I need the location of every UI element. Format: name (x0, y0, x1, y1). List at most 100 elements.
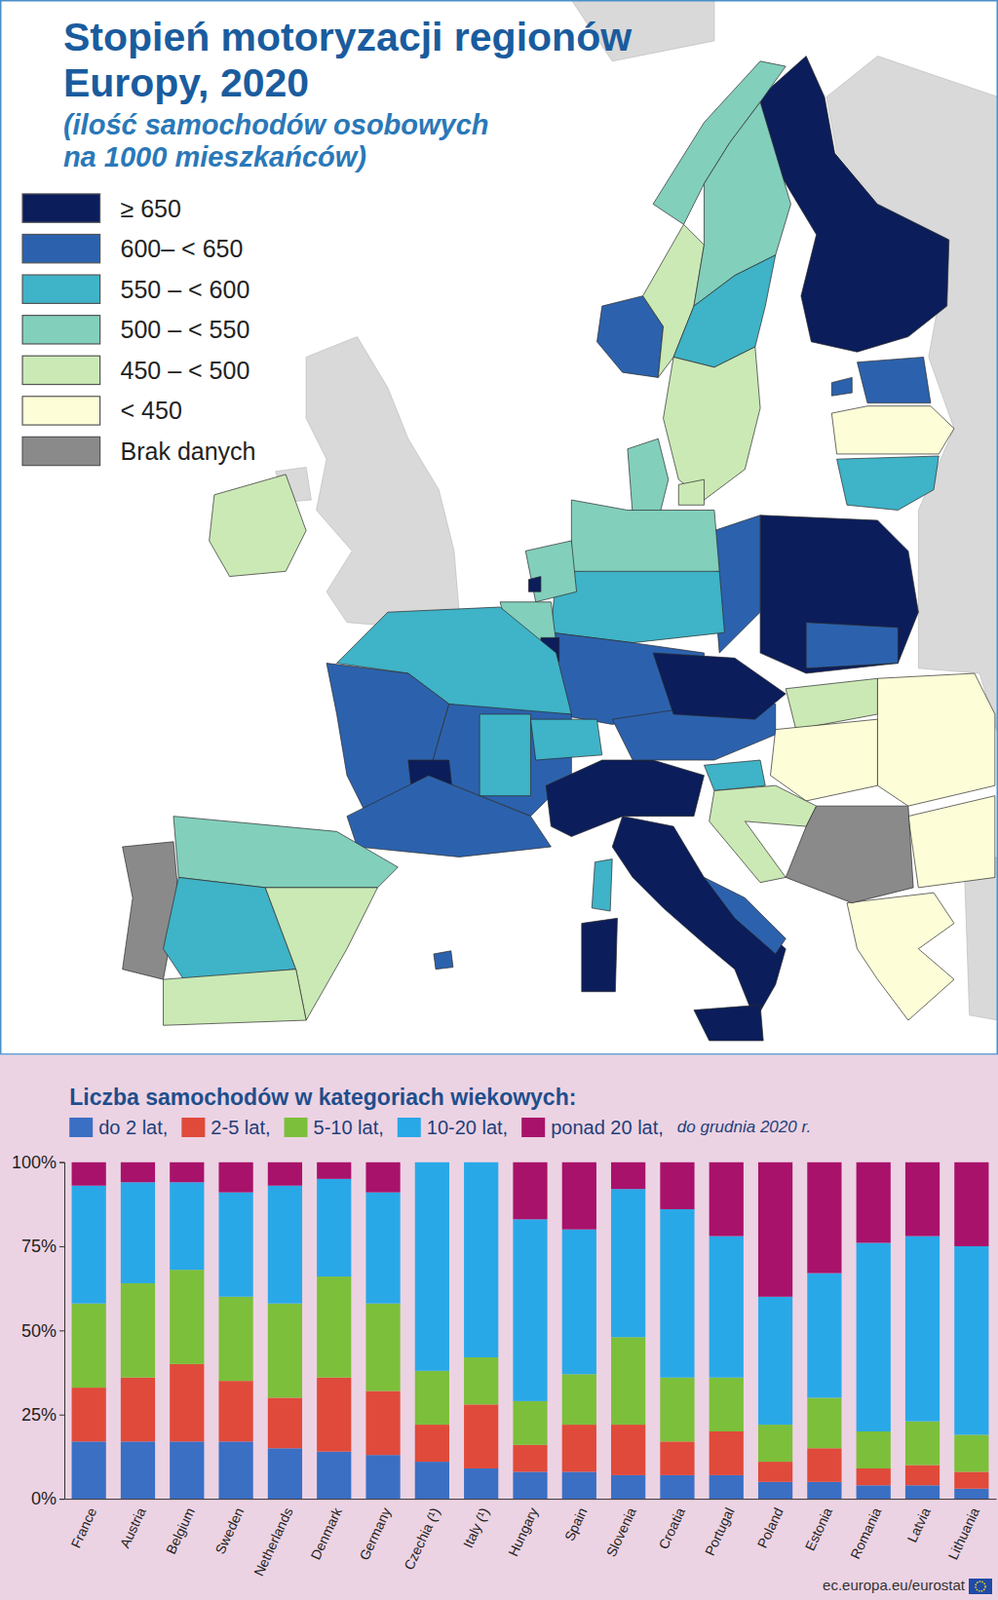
x-tick: Lithuania (944, 1498, 983, 1563)
region (673, 255, 776, 368)
region (877, 673, 995, 807)
bar (365, 1304, 400, 1392)
bar (316, 1276, 351, 1379)
x-tick: Belgium (162, 1498, 198, 1557)
bar (512, 1162, 547, 1221)
bar (611, 1189, 646, 1338)
y-tick: 75% (21, 1236, 65, 1257)
bar (611, 1424, 646, 1476)
non-covered-land (306, 337, 460, 628)
x-tick: Sweden (211, 1498, 247, 1557)
bar (512, 1219, 547, 1402)
region (163, 969, 308, 1027)
bar (709, 1162, 744, 1237)
legend-label: 550 – < 600 (120, 275, 251, 304)
region (550, 571, 725, 643)
region (528, 576, 541, 593)
bars (72, 1162, 990, 1500)
bar (169, 1364, 204, 1442)
legend-swatch (22, 396, 101, 425)
bar (365, 1455, 400, 1499)
bar (709, 1431, 744, 1476)
bar (415, 1461, 450, 1499)
x-tick-label: Spain (561, 1505, 591, 1544)
y-axis: 0% 25% 50% 75% 100% (11, 1152, 66, 1510)
bar (169, 1441, 204, 1499)
legend-swatch (22, 234, 101, 264)
x-tick-label: Germany (355, 1505, 394, 1564)
region (831, 406, 955, 455)
x-tick-label: Slovenia (603, 1504, 640, 1560)
annotation: do grudnia 2020 r. (677, 1117, 811, 1137)
legend-swatch (22, 193, 101, 223)
x-tick-label: Romania (846, 1504, 884, 1562)
bar (218, 1441, 253, 1499)
y-tick-label: 25% (21, 1405, 57, 1425)
x-tick: Estonia (802, 1498, 836, 1554)
legend-label: 2-5 lat, (210, 1116, 270, 1139)
bar (856, 1162, 891, 1244)
bar (562, 1424, 597, 1472)
bar (905, 1162, 940, 1237)
y-tick-mark (59, 1162, 65, 1164)
region (173, 816, 398, 888)
bar (268, 1162, 303, 1187)
region (433, 951, 454, 970)
x-tick: France (67, 1498, 100, 1551)
bar (120, 1283, 155, 1379)
x-tick: Croatia (655, 1498, 690, 1552)
bar (365, 1391, 400, 1457)
bar (169, 1269, 204, 1365)
bar (709, 1378, 744, 1432)
legend-swatch (181, 1117, 205, 1138)
y-tick-label: 100% (11, 1152, 57, 1173)
legend-swatch (22, 436, 101, 465)
legend-label: do 2 lat, (98, 1116, 168, 1139)
chart-title: Liczba samochodów w kategoriach wiekowyc… (69, 1084, 576, 1111)
source: ec.europa.eu/eurostat (822, 1576, 966, 1594)
x-tick-label: Belgium (162, 1505, 198, 1558)
bar (72, 1441, 107, 1499)
x-tick: Portugal (701, 1498, 738, 1559)
y-tick-label: 0% (31, 1489, 57, 1509)
legend-label: ≥ 650 (120, 194, 182, 223)
bar (72, 1186, 107, 1305)
bar (268, 1448, 303, 1499)
x-tick: Czechia (¹) (400, 1498, 443, 1573)
region (857, 356, 931, 403)
region (837, 456, 940, 510)
region (806, 622, 898, 669)
legend-label: 500 – < 550 (120, 315, 251, 344)
region (479, 714, 531, 797)
legend-swatch (397, 1117, 422, 1138)
chart-legend: do 2 lat,2-5 lat,5-10 lat,10-20 lat,pona… (69, 1116, 811, 1139)
legend-label: 600– < 650 (120, 234, 244, 263)
bar (562, 1471, 597, 1499)
map-title-block: Stopień motoryzacji regionówEuropy, 2020… (63, 14, 632, 172)
bar (463, 1162, 499, 1358)
bar (758, 1461, 793, 1483)
bar (463, 1468, 499, 1499)
region (571, 499, 720, 582)
bar (758, 1482, 793, 1499)
bar (611, 1475, 646, 1499)
bar (659, 1475, 694, 1499)
legend-label: 10-20 lat, (426, 1116, 508, 1139)
bar (856, 1431, 891, 1469)
y-tick: 0% (31, 1489, 65, 1509)
y-tick: 25% (21, 1405, 65, 1425)
x-tick-label: Latvia (903, 1504, 933, 1545)
region (525, 540, 576, 603)
region (770, 719, 879, 802)
legend-label: 5-10 lat, (313, 1116, 384, 1139)
non-covered-land (963, 857, 998, 1022)
legend-swatch (69, 1117, 93, 1138)
bar (169, 1162, 204, 1184)
bar (709, 1475, 744, 1499)
bar (415, 1162, 450, 1372)
y-tick-mark (59, 1415, 65, 1417)
y-tick: 50% (21, 1321, 65, 1342)
bar (659, 1378, 694, 1443)
legend-swatch (521, 1117, 545, 1138)
x-tick-label: Croatia (655, 1504, 690, 1552)
